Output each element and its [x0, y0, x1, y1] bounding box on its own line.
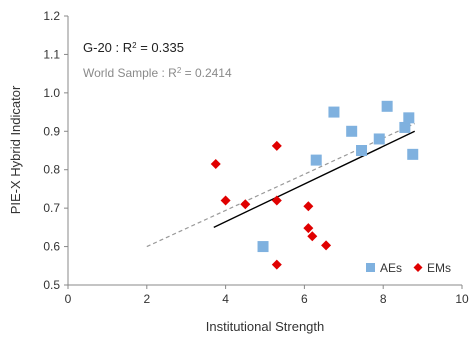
legend-marker-aes — [366, 263, 375, 272]
point-ems — [271, 140, 282, 151]
y-tick-label: 1.2 — [43, 9, 60, 23]
x-tick-label: 4 — [222, 292, 229, 306]
y-tick-label: 0.7 — [43, 201, 60, 215]
point-ems — [240, 199, 251, 210]
x-tick-label: 6 — [301, 292, 308, 306]
x-tick-label: 2 — [143, 292, 150, 306]
y-axis-ticks: 0.5 0.6 0.7 0.8 0.9 1.0 1.1 1.2 — [43, 9, 68, 292]
trendline-world-sample — [146, 123, 415, 248]
annotation-g20-r2: G-20 : R2 = 0.335 — [83, 40, 184, 55]
y-tick-label: 1.0 — [43, 86, 60, 100]
x-tick-label: 0 — [65, 292, 72, 306]
y-tick-label: 1.1 — [43, 47, 60, 61]
y-tick-label: 0.6 — [43, 240, 60, 254]
point-ems — [271, 195, 282, 206]
plot-area: 0 2 4 6 8 10 0.5 0.6 0.7 0.8 0.9 1.0 1.1 1.2 — [43, 9, 469, 306]
point-ems — [303, 201, 314, 212]
point-ems — [307, 231, 318, 242]
point-ems — [271, 259, 282, 270]
point-aes — [328, 106, 340, 118]
y-tick-label: 0.9 — [43, 124, 60, 138]
point-aes — [356, 145, 368, 156]
point-ems — [210, 158, 221, 169]
trendlines — [146, 123, 416, 248]
y-tick-label: 0.8 — [43, 163, 60, 177]
data-points — [210, 100, 419, 270]
point-aes — [373, 133, 385, 145]
y-tick-label: 0.5 — [43, 278, 60, 292]
point-ems — [303, 223, 314, 234]
point-aes — [310, 154, 322, 166]
point-ems — [220, 195, 231, 206]
point-aes — [399, 121, 411, 133]
x-axis-title: Institutional Strength — [206, 319, 325, 334]
point-ems — [321, 240, 332, 251]
legend: AEs EMs — [366, 261, 451, 275]
point-aes — [346, 125, 358, 137]
y-axis-title: PIE-X Hybrid Indicator — [8, 85, 23, 214]
legend-label-aes: AEs — [380, 261, 402, 275]
legend-marker-ems — [413, 263, 423, 272]
point-aes — [381, 100, 393, 112]
x-axis-ticks: 0 2 4 6 8 10 — [65, 285, 469, 306]
legend-label-ems: EMs — [427, 261, 451, 275]
x-tick-label: 10 — [455, 292, 469, 306]
point-aes — [257, 241, 269, 253]
point-aes — [407, 148, 419, 160]
annotation-world-r2: World Sample : R2 = 0.2414 — [83, 66, 232, 81]
trendline-g20 — [213, 130, 416, 228]
x-tick-label: 8 — [380, 292, 387, 306]
point-aes — [403, 112, 415, 124]
